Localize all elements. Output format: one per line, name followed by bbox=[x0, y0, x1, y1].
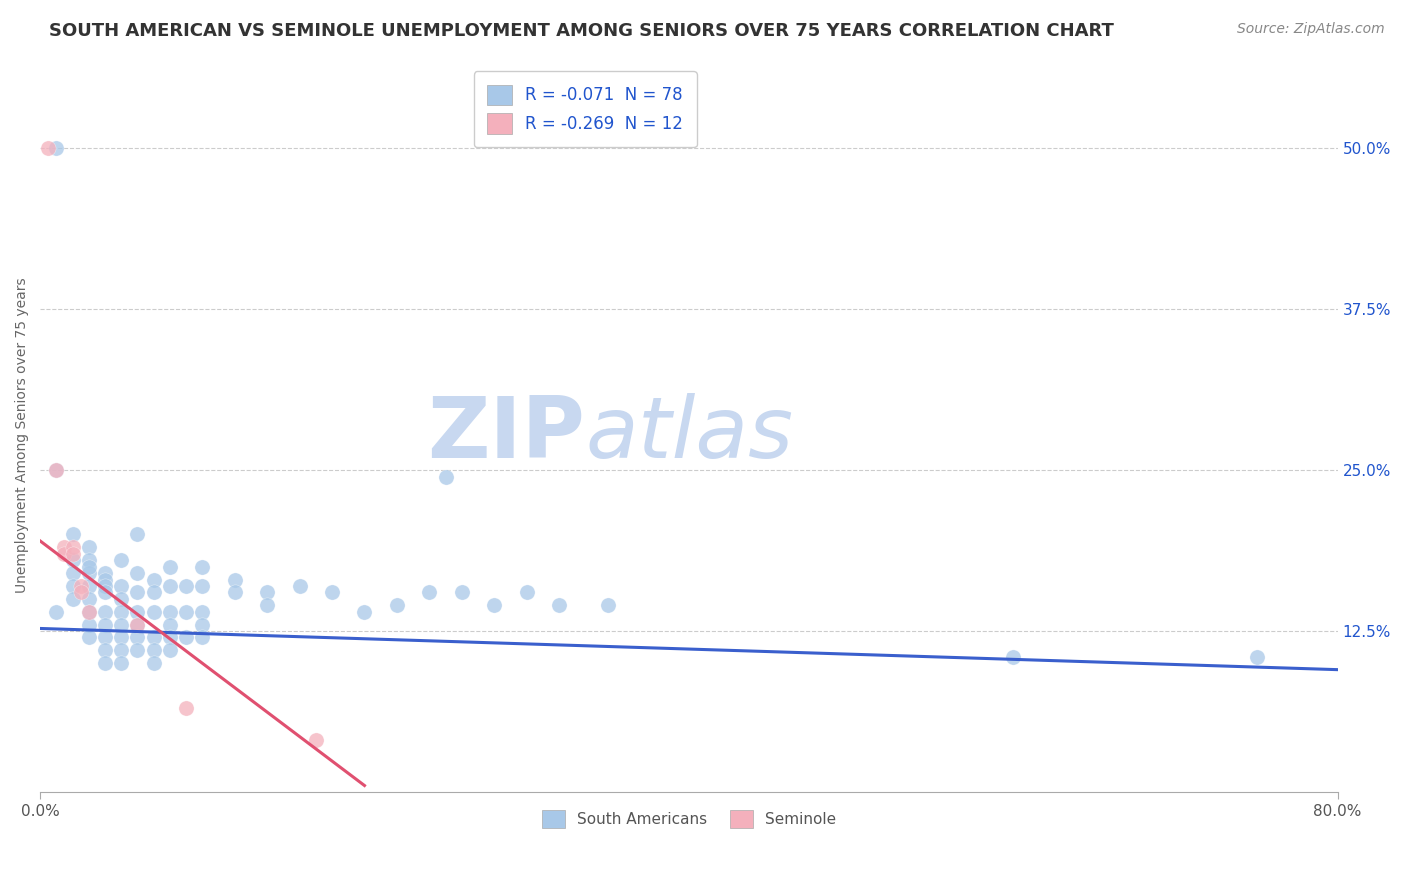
Point bbox=[127, 527, 149, 541]
Point bbox=[321, 585, 343, 599]
Text: atlas: atlas bbox=[585, 393, 793, 476]
Point bbox=[62, 527, 84, 541]
Point bbox=[1246, 649, 1268, 664]
Point bbox=[159, 631, 181, 645]
Point bbox=[159, 617, 181, 632]
Point bbox=[69, 579, 91, 593]
Point bbox=[434, 469, 457, 483]
Point bbox=[110, 617, 132, 632]
Point bbox=[127, 566, 149, 580]
Point bbox=[191, 605, 214, 619]
Point bbox=[77, 566, 100, 580]
Text: ZIP: ZIP bbox=[427, 393, 585, 476]
Point bbox=[224, 585, 246, 599]
Point bbox=[159, 559, 181, 574]
Point bbox=[548, 599, 571, 613]
Point bbox=[142, 585, 165, 599]
Point bbox=[127, 631, 149, 645]
Point bbox=[516, 585, 538, 599]
Point bbox=[77, 541, 100, 555]
Point bbox=[142, 605, 165, 619]
Point bbox=[484, 599, 506, 613]
Point bbox=[127, 617, 149, 632]
Point bbox=[94, 573, 117, 587]
Point bbox=[450, 585, 472, 599]
Point bbox=[174, 579, 197, 593]
Point bbox=[110, 591, 132, 606]
Point bbox=[110, 631, 132, 645]
Point bbox=[62, 547, 84, 561]
Point bbox=[94, 566, 117, 580]
Point bbox=[191, 559, 214, 574]
Point bbox=[94, 585, 117, 599]
Point bbox=[45, 605, 67, 619]
Point bbox=[94, 657, 117, 671]
Point bbox=[159, 605, 181, 619]
Point bbox=[94, 579, 117, 593]
Point bbox=[77, 591, 100, 606]
Point bbox=[191, 579, 214, 593]
Point bbox=[110, 579, 132, 593]
Point bbox=[159, 579, 181, 593]
Point bbox=[127, 617, 149, 632]
Point bbox=[142, 631, 165, 645]
Point bbox=[77, 559, 100, 574]
Point bbox=[62, 591, 84, 606]
Point bbox=[142, 643, 165, 657]
Point bbox=[62, 553, 84, 567]
Point bbox=[142, 657, 165, 671]
Point bbox=[77, 553, 100, 567]
Point bbox=[77, 605, 100, 619]
Point bbox=[69, 585, 91, 599]
Point bbox=[418, 585, 440, 599]
Point bbox=[127, 585, 149, 599]
Point bbox=[159, 643, 181, 657]
Point bbox=[37, 141, 59, 155]
Point bbox=[53, 547, 76, 561]
Point bbox=[127, 605, 149, 619]
Point bbox=[174, 605, 197, 619]
Point bbox=[62, 566, 84, 580]
Point bbox=[94, 631, 117, 645]
Point bbox=[110, 605, 132, 619]
Point bbox=[353, 605, 375, 619]
Point bbox=[62, 579, 84, 593]
Point bbox=[77, 579, 100, 593]
Point bbox=[45, 463, 67, 477]
Text: SOUTH AMERICAN VS SEMINOLE UNEMPLOYMENT AMONG SENIORS OVER 75 YEARS CORRELATION : SOUTH AMERICAN VS SEMINOLE UNEMPLOYMENT … bbox=[49, 22, 1114, 40]
Point bbox=[45, 141, 67, 155]
Point bbox=[94, 643, 117, 657]
Point bbox=[256, 599, 278, 613]
Point bbox=[596, 599, 619, 613]
Point bbox=[77, 605, 100, 619]
Point bbox=[77, 617, 100, 632]
Point bbox=[94, 605, 117, 619]
Point bbox=[174, 631, 197, 645]
Point bbox=[174, 701, 197, 715]
Legend: South Americans, Seminole: South Americans, Seminole bbox=[536, 804, 842, 834]
Point bbox=[191, 631, 214, 645]
Point bbox=[94, 617, 117, 632]
Y-axis label: Unemployment Among Seniors over 75 years: Unemployment Among Seniors over 75 years bbox=[15, 277, 30, 592]
Point bbox=[191, 617, 214, 632]
Point bbox=[288, 579, 311, 593]
Point bbox=[385, 599, 408, 613]
Point bbox=[45, 463, 67, 477]
Text: Source: ZipAtlas.com: Source: ZipAtlas.com bbox=[1237, 22, 1385, 37]
Point bbox=[110, 553, 132, 567]
Point bbox=[127, 643, 149, 657]
Point bbox=[77, 631, 100, 645]
Point bbox=[62, 541, 84, 555]
Point bbox=[110, 643, 132, 657]
Point bbox=[1002, 649, 1025, 664]
Point bbox=[53, 541, 76, 555]
Point bbox=[305, 733, 328, 747]
Point bbox=[110, 657, 132, 671]
Point bbox=[256, 585, 278, 599]
Point bbox=[142, 573, 165, 587]
Point bbox=[224, 573, 246, 587]
